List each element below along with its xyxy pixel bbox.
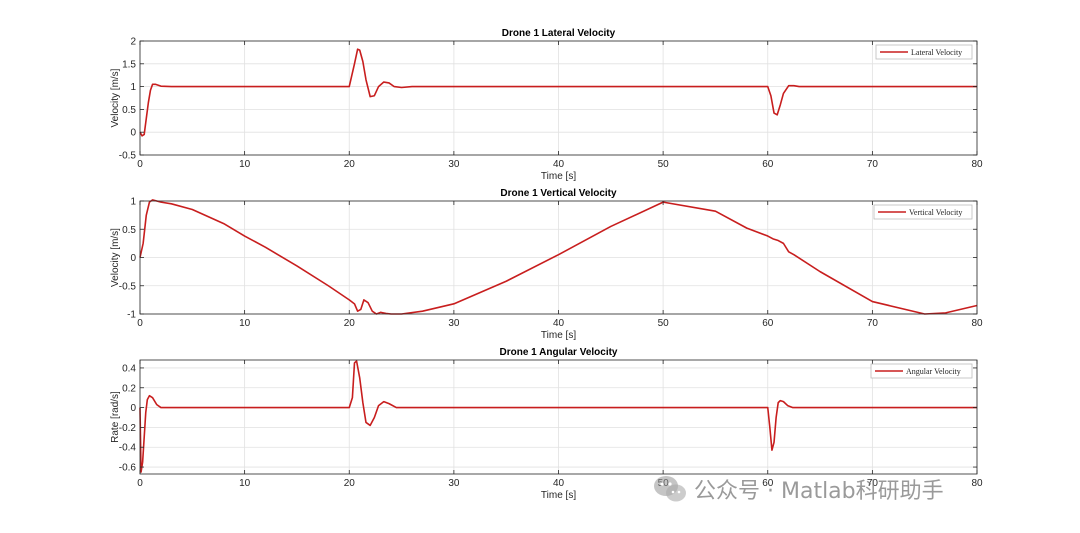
- x-tick-label: 20: [344, 478, 356, 489]
- series-line: [139, 360, 977, 473]
- legend-label: Angular Velocity: [906, 367, 961, 376]
- x-tick-label: 70: [867, 159, 879, 170]
- legend-box: [873, 204, 973, 220]
- y-tick-label: 1: [130, 197, 136, 208]
- series-line: [139, 199, 978, 315]
- x-tick-label: 30: [448, 159, 460, 170]
- x-tick-label: 40: [553, 478, 565, 489]
- legend: Lateral Velocity: [875, 44, 973, 60]
- x-tick-label: 40: [553, 159, 565, 170]
- x-tick-label: 70: [867, 318, 879, 329]
- y-tick-label: 1.5: [122, 59, 136, 70]
- series-line: [139, 48, 977, 137]
- x-tick-label: 10: [239, 159, 251, 170]
- x-tick-label: 60: [762, 478, 774, 489]
- x-axis-label: Time [s]: [541, 171, 576, 182]
- x-tick-label: 60: [762, 159, 774, 170]
- x-tick-label: 80: [971, 318, 983, 329]
- legend-box: [870, 363, 973, 379]
- x-axis-label: Time [s]: [541, 330, 576, 341]
- y-tick-label: 1: [130, 82, 136, 93]
- y-tick-label: 0.4: [122, 363, 136, 374]
- x-tick-label: 50: [658, 318, 670, 329]
- y-tick-label: -0.5: [119, 281, 137, 292]
- x-tick-label: 80: [971, 159, 983, 170]
- subplot-3: 0 10 20 30 40 50 60 70 80 -0.6 -0.4 -0.2 0 0.2 0.4 Dron…: [110, 347, 983, 501]
- x-tick-label: 10: [239, 318, 251, 329]
- chart-title: Drone 1 Vertical Velocity: [500, 188, 617, 199]
- x-tick-label: 20: [344, 159, 356, 170]
- y-tick-label: 0: [130, 403, 136, 414]
- y-axis-label: Velocity [m/s]: [110, 68, 121, 127]
- x-tick-label: 40: [553, 318, 565, 329]
- legend-label: Vertical Velocity: [909, 208, 962, 217]
- y-tick-label: -0.5: [119, 151, 137, 162]
- legend-box: [875, 44, 973, 60]
- x-tick-label: 0: [137, 318, 143, 329]
- x-tick-label: 60: [762, 318, 774, 329]
- y-tick-label: -0.2: [119, 423, 137, 434]
- y-tick-label: 0.5: [122, 105, 136, 116]
- y-tick-label: -0.4: [119, 443, 137, 454]
- y-tick-label: 0: [130, 128, 136, 139]
- legend-label: Lateral Velocity: [911, 48, 962, 57]
- legend: Angular Velocity: [870, 363, 973, 379]
- legend: Vertical Velocity: [873, 204, 973, 220]
- x-tick-label: 0: [137, 478, 143, 489]
- y-tick-label: 2: [130, 37, 136, 48]
- chart-title: Drone 1 Lateral Velocity: [502, 28, 616, 39]
- y-axis-label: Velocity [m/s]: [110, 228, 121, 287]
- y-tick-label: 0.2: [122, 383, 136, 394]
- y-tick-label: -1: [127, 310, 136, 321]
- x-tick-label: 30: [448, 318, 460, 329]
- x-tick-label: 0: [137, 159, 143, 170]
- x-tick-label: 10: [239, 478, 251, 489]
- y-tick-label: -0.6: [119, 463, 137, 474]
- subplot-2: 0 10 20 30 40 50 60 70 80 -1 -0.5 0 0.5 1 Drone 1 Vert…: [110, 188, 983, 341]
- y-axis-label: Rate [rad/s]: [110, 391, 121, 443]
- x-tick-label: 50: [658, 478, 670, 489]
- y-tick-label: 0: [130, 253, 136, 264]
- x-tick-label: 20: [344, 318, 356, 329]
- x-tick-label: 30: [448, 478, 460, 489]
- y-tick-label: 0.5: [122, 225, 136, 236]
- x-tick-label: 50: [658, 159, 670, 170]
- x-tick-label: 70: [867, 478, 879, 489]
- x-axis-label: Time [s]: [541, 490, 576, 501]
- chart-title: Drone 1 Angular Velocity: [500, 347, 618, 358]
- x-tick-label: 80: [971, 478, 983, 489]
